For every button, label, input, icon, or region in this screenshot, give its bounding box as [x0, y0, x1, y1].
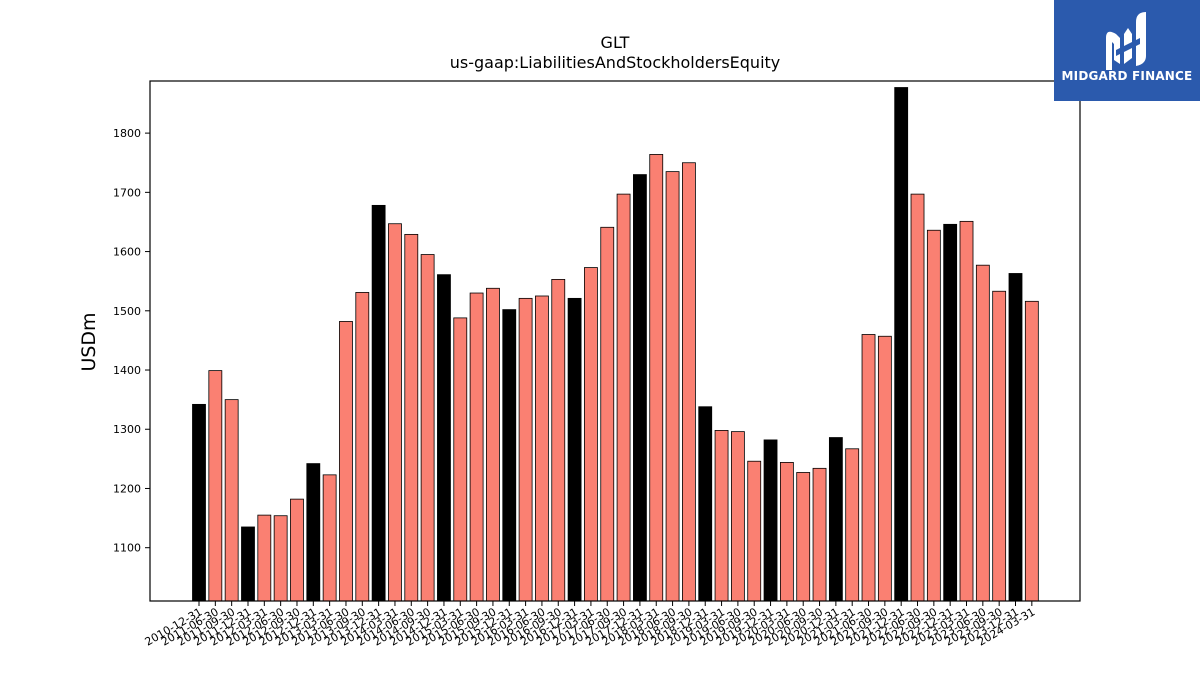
bar-2015-06-30 — [469, 292, 484, 602]
bar-2018-09-30 — [682, 162, 696, 602]
bar-2013-12-31 — [371, 204, 386, 602]
bar-2023-09-30 — [992, 290, 1007, 602]
bar-2023-12-31 — [1008, 273, 1023, 602]
chart-title: GLT — [601, 33, 630, 52]
bar-2019-03-31 — [714, 430, 729, 602]
bar-2024-03-31 — [1024, 300, 1039, 602]
bar-2015-03-31 — [453, 317, 468, 602]
bar-2019-12-31 — [763, 439, 778, 602]
bar-2023-06-30 — [975, 264, 990, 602]
bar-2020-12-31 — [828, 437, 843, 602]
bar-2010-12-31 — [192, 403, 206, 602]
logo-text: MIDGARD FINANCE — [1061, 69, 1193, 83]
y-tick-label: 1700 — [113, 186, 141, 199]
bar-2018-03-31 — [649, 154, 664, 602]
chart-subtitle: us-gaap:LiabilitiesAndStockholdersEquity — [450, 53, 781, 72]
x-ticks-group: 2010-12-312011-06-302011-09-302011-12-31… — [143, 601, 1037, 649]
bar-2015-09-30 — [486, 287, 500, 602]
bar-2011-12-31 — [241, 526, 255, 602]
bar-2011-09-30 — [224, 399, 239, 602]
bar-2023-03-31 — [959, 220, 974, 602]
bar-2021-03-31 — [845, 448, 860, 602]
bar-2013-03-31 — [322, 474, 337, 602]
bar-2014-06-30 — [404, 233, 419, 602]
y-tick-label: 1600 — [113, 246, 141, 259]
bar-2020-06-30 — [796, 472, 811, 602]
bar-2017-06-30 — [600, 226, 615, 602]
bar-2021-06-30 — [861, 334, 876, 602]
y-tick-label: 1300 — [113, 423, 141, 436]
bar-2014-03-31 — [388, 223, 402, 602]
bar-2021-09-30 — [877, 335, 892, 602]
y-tick-label: 1200 — [113, 482, 141, 495]
bar-2022-09-30 — [926, 229, 941, 602]
y-ticks-group: 1100 1200 1300 1400 1500 1600 1700 1800 — [113, 127, 150, 555]
logo-badge: MIDGARD FINANCE — [1054, 0, 1200, 101]
y-tick-label: 1100 — [113, 542, 141, 555]
bar-2017-09-30 — [616, 193, 631, 602]
bar-2015-12-31 — [502, 309, 517, 602]
bar-2020-03-31 — [779, 462, 794, 602]
bar-2018-06-30 — [665, 171, 680, 602]
y-tick-label: 1800 — [113, 127, 141, 140]
bar-2016-06-30 — [535, 295, 549, 602]
bar-2021-12-31 — [894, 87, 909, 602]
bar-2012-09-30 — [290, 498, 304, 602]
bar-2016-09-30 — [551, 279, 566, 602]
bar-2013-09-30 — [355, 292, 370, 602]
bar-2022-06-30 — [910, 193, 925, 602]
bar-2012-03-31 — [257, 514, 272, 602]
bar-2017-12-31 — [633, 174, 647, 602]
bar-2012-06-30 — [273, 515, 288, 602]
midgard-logo-icon — [1106, 12, 1146, 70]
bar-2022-12-31 — [943, 223, 958, 602]
bar-2012-12-31 — [306, 463, 321, 602]
bar-2018-12-31 — [698, 406, 713, 602]
y-axis-label: USDm — [78, 312, 100, 371]
bar-2017-03-31 — [584, 267, 598, 602]
bars-group — [192, 87, 1039, 602]
bar-2019-09-30 — [747, 460, 762, 602]
bar-2016-03-31 — [518, 297, 533, 602]
y-tick-label: 1400 — [113, 364, 141, 377]
plot-frame — [149, 80, 1081, 602]
bar-2013-06-30 — [339, 321, 353, 602]
y-tick-label: 1500 — [113, 305, 141, 318]
bar-2011-06-30 — [208, 370, 223, 602]
bar-2019-06-30 — [730, 431, 745, 602]
bar-2016-12-31 — [567, 297, 582, 602]
bar-2020-09-30 — [812, 467, 827, 602]
bar-2014-09-30 — [420, 254, 435, 602]
bar-2014-12-31 — [437, 274, 451, 602]
